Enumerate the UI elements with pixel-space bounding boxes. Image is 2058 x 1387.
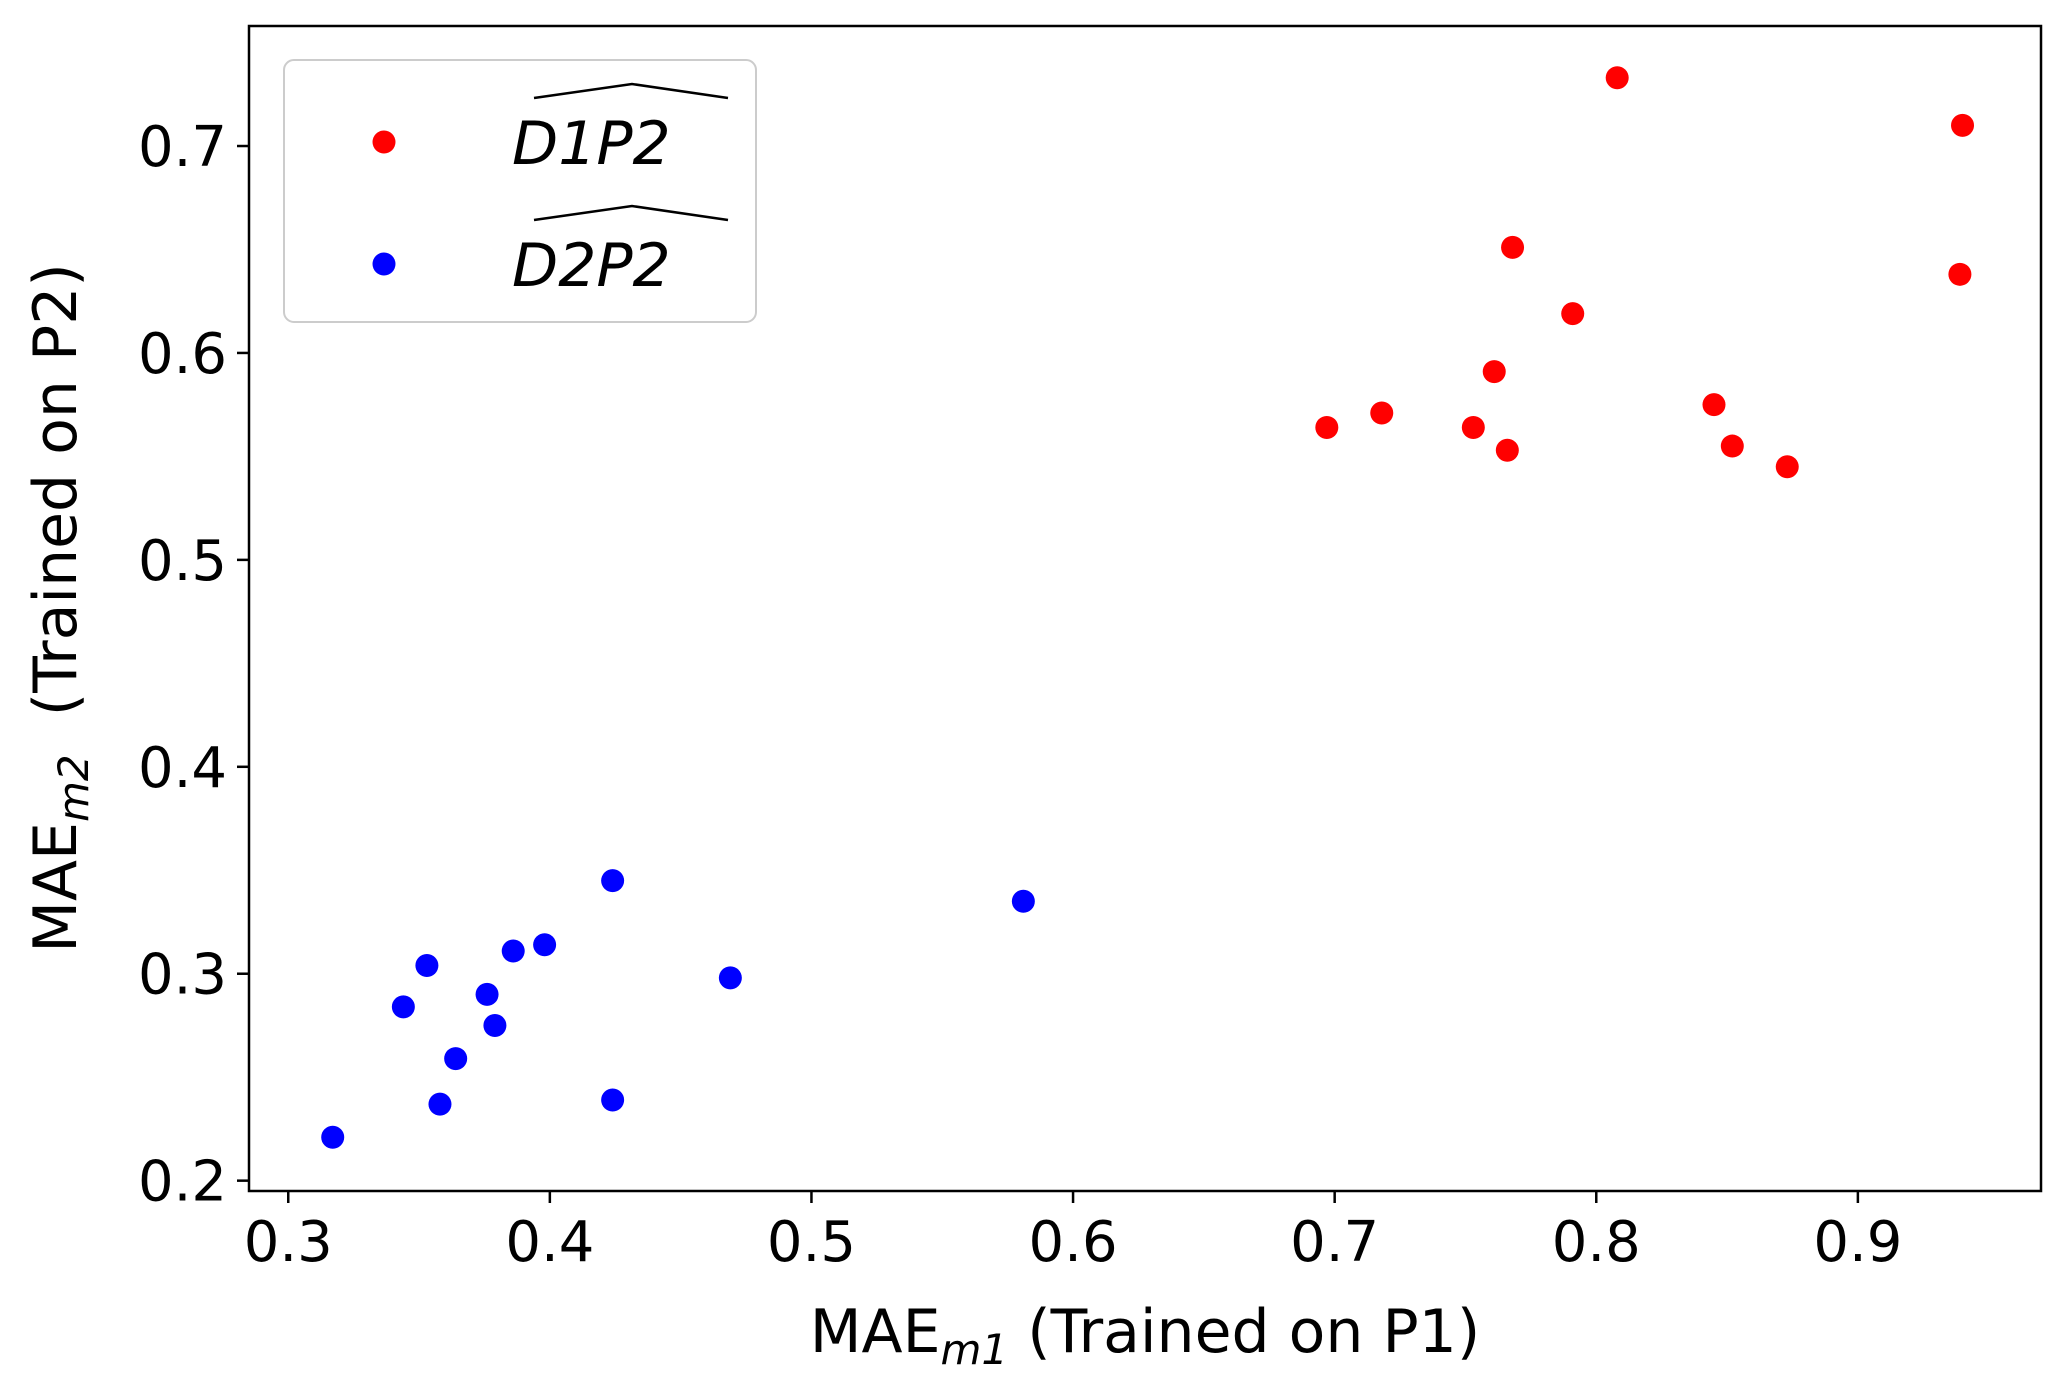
data-point-d1p2 bbox=[1720, 434, 1744, 458]
data-point-d1p2 bbox=[1495, 438, 1519, 462]
data-point-d1p2 bbox=[1951, 113, 1975, 137]
data-point-d2p2 bbox=[501, 939, 525, 963]
x-axis-ticks: 0.3 0.4 0.5 0.6 0.7 0.8 0.9 bbox=[244, 1191, 1902, 1275]
data-point-d1p2 bbox=[1948, 262, 1972, 286]
x-tick-label: 0.8 bbox=[1552, 1210, 1641, 1275]
y-tick-label: 0.6 bbox=[138, 322, 227, 387]
plot-frame bbox=[247, 24, 2043, 1193]
data-point-d2p2 bbox=[601, 869, 625, 893]
data-point-d1p2 bbox=[1561, 302, 1585, 326]
data-point-d1p2 bbox=[1501, 235, 1525, 259]
data-point-d1p2 bbox=[1370, 401, 1394, 425]
data-points bbox=[321, 66, 1975, 1149]
data-point-d2p2 bbox=[391, 995, 415, 1019]
x-axis-label-subscript: m1 bbox=[941, 1325, 1009, 1374]
data-point-d1p2 bbox=[1482, 360, 1506, 384]
x-tick-label: 0.3 bbox=[244, 1210, 333, 1275]
x-axis-label-base: MAE bbox=[810, 1297, 941, 1367]
data-point-d1p2 bbox=[1605, 66, 1629, 90]
data-point-d1p2 bbox=[1315, 415, 1339, 439]
data-point-d2p2 bbox=[415, 953, 439, 977]
y-tick-label: 0.7 bbox=[138, 115, 227, 180]
data-point-d1p2 bbox=[1461, 415, 1485, 439]
x-tick-label: 0.7 bbox=[1290, 1210, 1379, 1275]
data-point-d1p2 bbox=[1775, 455, 1799, 479]
data-point-d2p2 bbox=[601, 1088, 625, 1112]
y-axis-label-base: MAE bbox=[21, 822, 91, 953]
legend-label-d2p2: D2P2 bbox=[512, 231, 671, 301]
data-point-d2p2 bbox=[444, 1047, 468, 1071]
x-axis-label: MAEm1 (Trained on P1) bbox=[810, 1297, 1480, 1374]
data-point-d1p2 bbox=[1702, 393, 1726, 417]
y-axis-ticks: 0.2 0.3 0.4 0.5 0.6 0.7 bbox=[138, 115, 249, 1215]
data-point-d2p2 bbox=[1011, 889, 1035, 913]
legend-marker-d2p2 bbox=[372, 252, 396, 276]
data-point-d2p2 bbox=[321, 1125, 345, 1149]
legend-widehat-d1p2 bbox=[533, 82, 729, 100]
x-tick-label: 0.9 bbox=[1813, 1210, 1902, 1275]
y-tick-label: 0.4 bbox=[138, 736, 227, 801]
x-tick-label: 0.4 bbox=[505, 1210, 594, 1275]
legend-widehat-d2p2 bbox=[533, 204, 729, 222]
legend-box bbox=[283, 59, 757, 323]
legend-items: D1P2 D2P2 bbox=[372, 82, 729, 301]
data-point-d2p2 bbox=[718, 966, 742, 990]
y-tick-label: 0.2 bbox=[138, 1150, 227, 1215]
legend: D1P2 D2P2 bbox=[283, 59, 757, 323]
y-tick-label: 0.3 bbox=[138, 943, 227, 1008]
x-tick-label: 0.5 bbox=[767, 1210, 856, 1275]
data-point-d2p2 bbox=[428, 1092, 452, 1116]
y-axis-label: MAEm2 (Trained on P2) bbox=[21, 263, 98, 953]
y-axis-label-subscript: m2 bbox=[49, 754, 98, 822]
data-point-d2p2 bbox=[483, 1013, 507, 1037]
data-point-d2p2 bbox=[533, 933, 557, 957]
legend-marker-d1p2 bbox=[372, 130, 396, 154]
data-point-d2p2 bbox=[475, 982, 499, 1006]
y-axis-label-suffix: (Trained on P2) bbox=[21, 263, 91, 754]
y-tick-label: 0.5 bbox=[138, 529, 227, 594]
x-axis-label-suffix: (Trained on P1) bbox=[1008, 1297, 1480, 1367]
legend-label-d1p2: D1P2 bbox=[512, 109, 671, 179]
x-tick-label: 0.6 bbox=[1029, 1210, 1118, 1275]
